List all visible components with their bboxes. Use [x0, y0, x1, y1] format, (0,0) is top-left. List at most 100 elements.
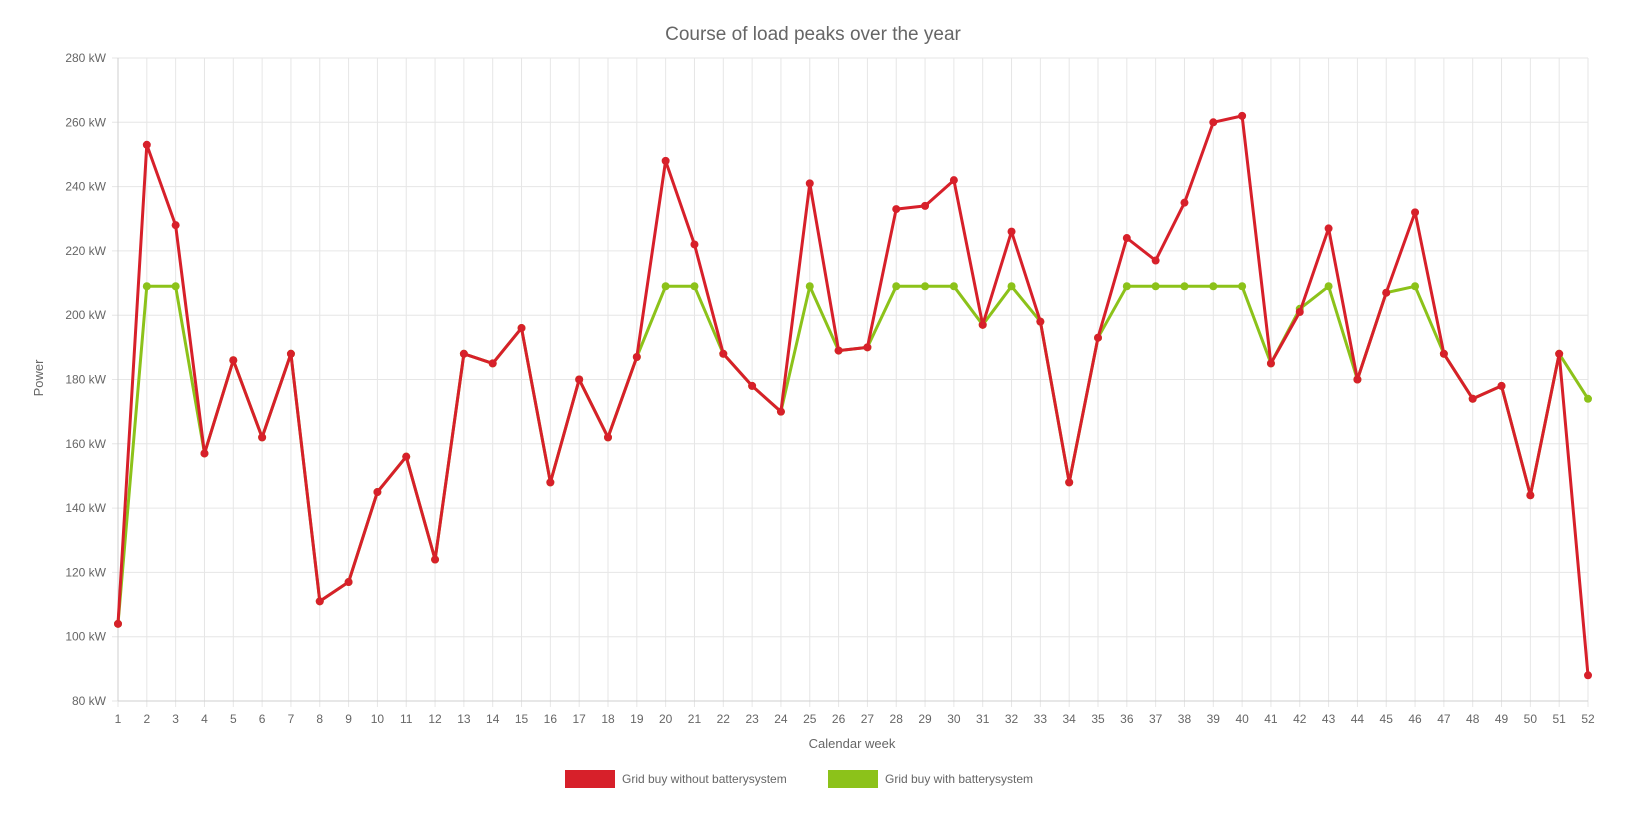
data-point[interactable]	[1180, 198, 1189, 207]
data-point[interactable]	[892, 205, 901, 214]
data-point[interactable]	[1411, 208, 1420, 217]
data-point[interactable]	[344, 578, 353, 587]
data-point[interactable]	[1324, 224, 1333, 233]
grid	[112, 57, 1589, 707]
data-point[interactable]	[488, 359, 497, 368]
x-tick-label: 6	[259, 712, 266, 726]
data-point[interactable]	[921, 201, 930, 210]
legend-swatch[interactable]	[828, 770, 878, 788]
y-tick-label: 80 kW	[72, 694, 107, 708]
x-tick-label: 33	[1034, 712, 1048, 726]
data-point[interactable]	[1353, 375, 1362, 384]
y-tick-label: 280 kW	[65, 51, 106, 65]
data-point[interactable]	[315, 597, 324, 606]
data-point[interactable]	[1036, 317, 1045, 326]
data-point[interactable]	[575, 375, 584, 384]
x-tick-label: 50	[1524, 712, 1538, 726]
data-point[interactable]	[776, 407, 785, 416]
legend-label[interactable]: Grid buy without batterysystem	[622, 772, 787, 786]
series-line	[116, 284, 1590, 626]
legend-swatch[interactable]	[565, 770, 615, 788]
x-tick-label: 5	[230, 712, 237, 726]
data-point[interactable]	[805, 179, 814, 188]
data-point[interactable]	[1238, 111, 1247, 120]
data-point[interactable]	[1151, 256, 1160, 265]
data-point[interactable]	[258, 433, 267, 442]
y-tick-label: 260 kW	[65, 115, 106, 129]
data-point[interactable]	[805, 282, 814, 291]
data-point[interactable]	[949, 176, 958, 185]
data-point[interactable]	[1295, 307, 1304, 316]
data-point[interactable]	[142, 282, 151, 291]
x-tick-label: 21	[688, 712, 702, 726]
data-point[interactable]	[1468, 394, 1477, 403]
data-point[interactable]	[171, 282, 180, 291]
x-tick-label: 41	[1264, 712, 1278, 726]
x-axis-label: Calendar week	[809, 736, 896, 751]
data-point[interactable]	[1180, 282, 1189, 291]
data-point[interactable]	[1122, 234, 1131, 243]
data-point[interactable]	[546, 478, 555, 487]
x-tick-label: 43	[1322, 712, 1336, 726]
data-point[interactable]	[690, 240, 699, 249]
data-point[interactable]	[892, 282, 901, 291]
data-point[interactable]	[978, 320, 987, 329]
x-tick-label: 37	[1149, 712, 1163, 726]
data-point[interactable]	[921, 282, 930, 291]
data-point[interactable]	[604, 433, 612, 442]
data-point[interactable]	[1151, 282, 1160, 291]
data-point[interactable]	[1526, 491, 1535, 500]
data-point[interactable]	[834, 346, 843, 355]
data-point[interactable]	[1094, 333, 1102, 342]
data-point[interactable]	[1411, 282, 1420, 291]
data-point[interactable]	[1209, 282, 1218, 291]
data-point[interactable]	[748, 381, 757, 390]
x-tick-label: 44	[1351, 712, 1365, 726]
x-tick-label: 39	[1207, 712, 1221, 726]
x-tick-label: 15	[515, 712, 529, 726]
data-point[interactable]	[1584, 394, 1592, 403]
data-point[interactable]	[1584, 671, 1592, 680]
data-point[interactable]	[459, 349, 468, 358]
data-point[interactable]	[517, 324, 526, 333]
data-point[interactable]	[1007, 282, 1016, 291]
data-point[interactable]	[286, 349, 295, 358]
data-point[interactable]	[949, 282, 958, 291]
x-tick-label: 22	[717, 712, 731, 726]
legend-label[interactable]: Grid buy with batterysystem	[885, 772, 1033, 786]
x-tick-label: 27	[861, 712, 875, 726]
data-point[interactable]	[171, 221, 180, 230]
data-point[interactable]	[1382, 288, 1391, 297]
data-point[interactable]	[1439, 349, 1448, 358]
data-point[interactable]	[1209, 118, 1218, 127]
data-point[interactable]	[229, 356, 238, 365]
data-point[interactable]	[1065, 478, 1074, 487]
y-tick-label: 220 kW	[65, 244, 106, 258]
data-point[interactable]	[402, 452, 411, 461]
data-point[interactable]	[142, 140, 151, 149]
data-point[interactable]	[661, 156, 670, 165]
x-tick-label: 1	[115, 712, 122, 726]
data-point[interactable]	[1122, 282, 1131, 291]
data-point[interactable]	[1324, 282, 1333, 291]
data-point[interactable]	[719, 349, 728, 358]
data-point[interactable]	[1007, 227, 1016, 236]
data-point[interactable]	[1555, 349, 1564, 358]
data-point[interactable]	[1238, 282, 1247, 291]
x-tick-label: 17	[572, 712, 586, 726]
series-with-battery	[114, 282, 1592, 628]
data-point[interactable]	[863, 343, 872, 352]
data-point[interactable]	[1266, 359, 1275, 368]
data-point[interactable]	[632, 352, 641, 361]
y-axis-label: Power	[31, 359, 46, 397]
x-tick-label: 30	[947, 712, 961, 726]
data-point[interactable]	[200, 449, 209, 458]
data-point[interactable]	[661, 282, 670, 291]
axes: 80 kW 100 kW 120 kW 140 kW 160 kW 180 kW 200 k…	[65, 51, 1595, 726]
data-point[interactable]	[690, 282, 699, 291]
data-point[interactable]	[373, 488, 382, 497]
data-point[interactable]	[431, 555, 440, 564]
data-point[interactable]	[114, 619, 122, 628]
data-point[interactable]	[1497, 381, 1506, 390]
